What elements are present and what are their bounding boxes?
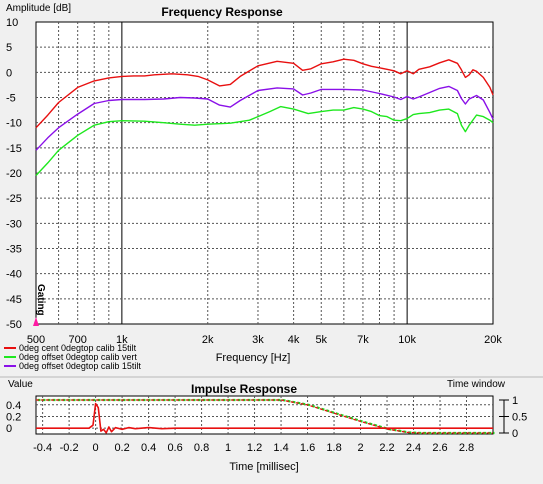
fr-x-tick: 5k bbox=[315, 334, 327, 346]
fr-y-tick: -5 bbox=[6, 93, 16, 105]
fr-series-line-1 bbox=[35, 105, 494, 176]
fr-legend-entry: 0deg cent 0degtop calib 15tilt bbox=[19, 343, 137, 353]
fr-y-tick: -35 bbox=[6, 244, 22, 256]
ir-series-line-0 bbox=[36, 402, 493, 434]
ir-y-tick: 0.2 bbox=[6, 411, 21, 423]
fr-x-tick: 1k bbox=[116, 334, 128, 346]
time-window-label: Time window bbox=[447, 379, 506, 390]
fr-legend-entry: 0deg offset 0degtop calib 15tilt bbox=[19, 361, 141, 371]
ir-x-tick: 2.2 bbox=[379, 442, 394, 454]
fr-y-tick: -45 bbox=[6, 294, 22, 306]
ir-x-tick: -0.2 bbox=[60, 442, 79, 454]
fr-grid bbox=[36, 22, 493, 324]
ir-y-tick-labels: 0.40.20 bbox=[6, 400, 21, 435]
ir-ylabel: Value bbox=[8, 379, 33, 390]
ir-series-lines bbox=[36, 398, 495, 435]
fr-y-tick: -25 bbox=[6, 193, 22, 205]
ir-x-tick: 2.6 bbox=[432, 442, 447, 454]
fr-y-tick: -10 bbox=[6, 118, 22, 130]
ir-x-tick: 1.6 bbox=[300, 442, 315, 454]
ir-x-tick: -0.4 bbox=[33, 442, 52, 454]
ir-x-tick: 0.2 bbox=[114, 442, 129, 454]
ir-x-tick: 0.4 bbox=[141, 442, 156, 454]
fr-y-tick: -50 bbox=[6, 319, 22, 331]
gating-marker: Gating bbox=[33, 284, 46, 326]
ir-y-tick: 0.4 bbox=[6, 400, 21, 412]
fr-x-tick: 10k bbox=[398, 334, 416, 346]
fr-series-line-2 bbox=[35, 85, 494, 151]
gating-triangle bbox=[33, 317, 39, 326]
ir-xlabel: Time [millisec] bbox=[229, 461, 298, 473]
fr-title: Frequency Response bbox=[161, 5, 283, 19]
fr-y-tick: 0 bbox=[6, 67, 12, 79]
ir-x-tick: 1 bbox=[225, 442, 231, 454]
ir-x-tick: 2.4 bbox=[406, 442, 421, 454]
impulse-response-chart: Value Impulse Response Time window 0.40.… bbox=[6, 379, 527, 473]
fr-y-tick: -20 bbox=[6, 168, 22, 180]
fr-series-line-0 bbox=[35, 58, 494, 129]
fr-x-tick-labels: 500 700 1k 2k 3k 4k 5k 7k 10k 20k bbox=[27, 334, 503, 346]
time-window-tick: 0.5 bbox=[512, 412, 527, 424]
ir-x-tick: 2 bbox=[357, 442, 363, 454]
fr-legend-entry: 0deg offset 0degtop calib vert bbox=[19, 352, 137, 362]
ir-x-tick: 2.8 bbox=[459, 442, 474, 454]
frequency-response-chart: Amplitude [dB] Frequency Response 10 5 0 -5… bbox=[4, 3, 502, 371]
fr-x-tick: 3k bbox=[252, 334, 264, 346]
gating-label: Gating bbox=[35, 284, 46, 316]
fr-x-tick: 4k bbox=[288, 334, 300, 346]
fr-ylabel: Amplitude [dB] bbox=[6, 3, 71, 14]
fr-series-lines bbox=[35, 58, 494, 176]
ir-window-shadow bbox=[37, 398, 495, 435]
fr-y-tick: -30 bbox=[6, 218, 22, 230]
fr-x-tick: 500 bbox=[27, 334, 45, 346]
fr-x-tick: 700 bbox=[69, 334, 87, 346]
ir-x-tick: 1.8 bbox=[326, 442, 341, 454]
fr-y-tick: 5 bbox=[6, 42, 12, 54]
fr-y-tick: -40 bbox=[6, 269, 22, 281]
time-window-tick-labels: 10.50 bbox=[499, 395, 527, 440]
time-window-tick: 0 bbox=[512, 428, 518, 440]
time-window-tick: 1 bbox=[512, 395, 518, 407]
ir-title: Impulse Response bbox=[191, 382, 297, 396]
ir-x-tick: 0.6 bbox=[167, 442, 182, 454]
ir-x-tick: 1.2 bbox=[247, 442, 262, 454]
fr-xlabel: Frequency [Hz] bbox=[216, 352, 291, 364]
ir-y-tick: 0 bbox=[6, 423, 12, 435]
fr-y-tick: 10 bbox=[6, 17, 18, 29]
ir-x-tick-labels: -0.4 -0.2 0 0.2 0.4 0.6 0.8 1 1.2 1.4 1.6 1.8 2 2.2 2.… bbox=[33, 442, 474, 454]
ir-x-tick: 0.8 bbox=[194, 442, 209, 454]
ir-x-tick: 1.4 bbox=[273, 442, 288, 454]
fr-x-tick: 20k bbox=[484, 334, 502, 346]
fr-x-tick: 2k bbox=[202, 334, 214, 346]
fr-y-tick: -15 bbox=[6, 143, 22, 155]
ir-time-window bbox=[36, 399, 493, 434]
ir-x-tick: 0 bbox=[93, 442, 99, 454]
fr-x-tick: 7k bbox=[357, 334, 369, 346]
fr-y-tick-labels: 10 5 0 -5 -10 -15 -20 -25 -30 -35 -40 -45 -50 bbox=[6, 17, 22, 331]
